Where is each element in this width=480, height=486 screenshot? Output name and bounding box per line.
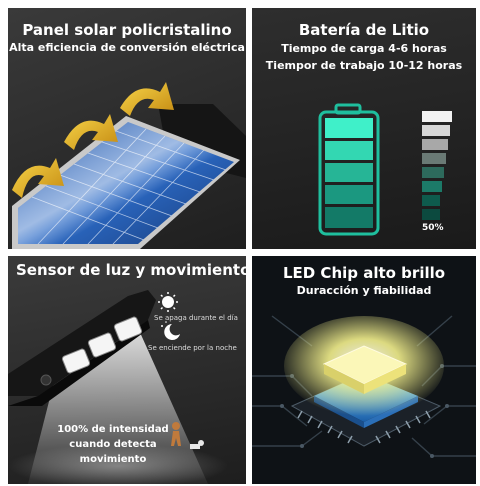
moon-icon — [161, 321, 180, 340]
solar-subtitle: Alta eficiencia de conversión eléctrica — [9, 41, 245, 54]
sensor-title: Sensor de luz y movimiento — [16, 261, 246, 279]
led-chip-illustration — [252, 315, 476, 458]
led-title: LED Chip alto brillo — [282, 264, 446, 282]
walking-person-icon — [171, 422, 204, 449]
led-subtitle: Duracción y fiabilidad — [296, 284, 432, 297]
solar-title: Panel solar policristalino — [22, 21, 232, 39]
day-off-label: Se apaga durante el día — [154, 314, 238, 322]
intensity-line3: movimiento — [79, 454, 147, 465]
intensity-line2: cuando detecta — [69, 439, 157, 450]
led-chip-section: LED Chip alto brillo Duracción y fiabili… — [252, 256, 476, 484]
battery-percent: 50% — [422, 223, 444, 233]
solar-panel-section: Panel solar policristalino Alta eficienc… — [8, 8, 246, 249]
street-light-illustration — [8, 290, 228, 484]
battery-work-time: Tiempor de trabajo 10-12 horas — [265, 59, 463, 72]
sensor-section: Sensor de luz y movimiento Se apaga dura… — [8, 256, 246, 484]
intensity-line1: 100% de intensidad — [57, 424, 169, 435]
solar-panel-illustration — [12, 82, 246, 249]
sun-icon — [158, 292, 178, 312]
sun-arrow-icon — [12, 82, 174, 198]
battery-level-stack — [422, 111, 452, 220]
night-on-label: Se enciende por la noche — [148, 344, 237, 352]
battery-icon — [318, 103, 452, 236]
battery-charge-time: Tiempo de carga 4-6 horas — [281, 42, 447, 55]
battery-title: Batería de Litio — [298, 21, 430, 39]
battery-section: Batería de Litio Tiempo de carga 4-6 hor… — [252, 8, 476, 249]
intensity-text: 100% de intensidad cuando detecta movimi… — [48, 422, 178, 467]
